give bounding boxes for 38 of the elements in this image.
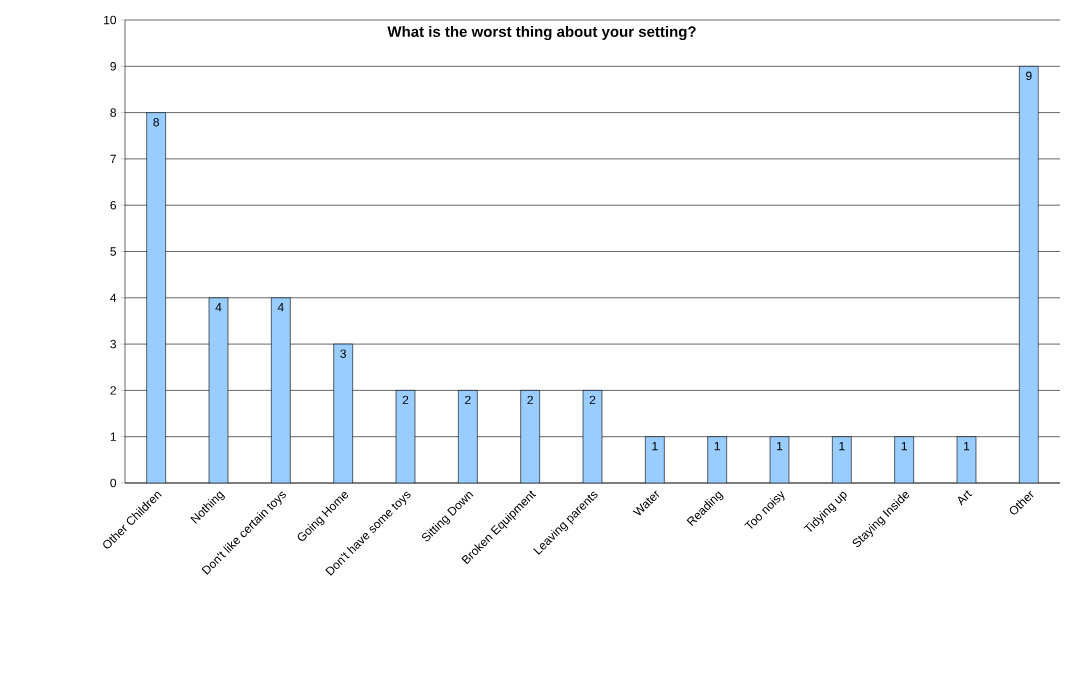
bar: [333, 343, 353, 483]
data-label: 1: [901, 442, 907, 451]
bar: [458, 390, 478, 483]
bar: [1019, 66, 1039, 483]
data-label: 1: [652, 442, 658, 451]
y-tick-label: 9: [110, 62, 116, 71]
x-tick-label: Art: [958, 490, 973, 506]
data-label: 1: [714, 442, 720, 451]
data-label: 2: [402, 395, 409, 405]
data-label: 4: [215, 303, 222, 312]
data-label: 2: [527, 395, 533, 405]
y-tick-label: 6: [110, 200, 117, 210]
bar: [271, 297, 291, 483]
chart-title: What is the worst thing about your setting?: [387, 25, 696, 41]
y-tick-label: 7: [110, 154, 116, 164]
bar: [146, 112, 166, 483]
bar: [645, 436, 665, 483]
y-tick-label: 1: [110, 432, 116, 441]
bar: [894, 436, 914, 483]
data-label: 1: [839, 442, 845, 451]
data-label: 8: [153, 117, 159, 127]
y-tick-label: 3: [110, 339, 117, 349]
data-label: 1: [777, 442, 783, 451]
y-tick-label: 4: [110, 293, 117, 302]
bar: [520, 390, 540, 483]
y-tick-label: 0: [110, 478, 117, 488]
y-tick-label: 2: [110, 386, 116, 395]
bar: [707, 436, 727, 483]
y-tick-label: 10: [104, 15, 117, 25]
data-label: 1: [964, 442, 970, 451]
data-label: 2: [465, 395, 471, 405]
data-label: 3: [340, 349, 346, 358]
y-tick-label: 8: [110, 108, 117, 117]
data-label: 2: [589, 395, 596, 405]
data-label: 4: [277, 303, 284, 312]
bar: [832, 436, 852, 483]
data-label: 9: [1026, 71, 1032, 81]
y-tick-label: 5: [110, 247, 117, 256]
